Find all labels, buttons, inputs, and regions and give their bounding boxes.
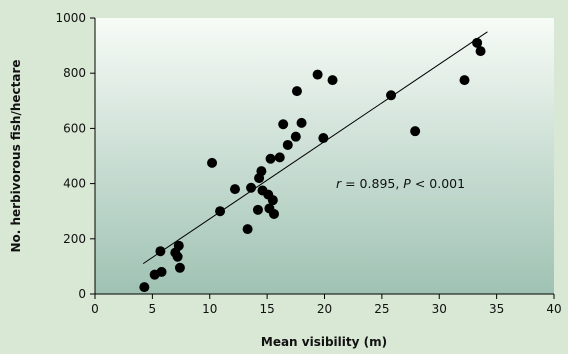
x-tick-label: 25 [374,302,389,316]
regression-line [142,31,488,265]
x-tick-label: 20 [317,302,332,316]
p-value: < 0.001 [411,176,465,191]
data-point [269,208,280,219]
data-point [290,131,301,142]
data-point [459,75,470,86]
data-point [242,224,253,235]
x-tick-label: 0 [91,302,99,316]
x-tick-label: 35 [489,302,504,316]
x-tick-label: 40 [546,302,561,316]
data-point [278,119,289,130]
r-value: = 0.895, [341,176,403,191]
x-tick-label: 5 [149,302,157,316]
data-point [256,166,267,177]
data-point [282,139,293,150]
y-axis-title: No. herbivorous fish/hectare [9,59,23,252]
data-point [318,133,329,144]
data-point [327,75,338,86]
data-point [296,117,307,128]
data-point [267,195,278,206]
p-symbol: P [403,176,411,191]
y-tick-label: 600 [63,121,86,135]
data-point [291,86,302,97]
data-point [274,152,285,163]
x-tick-label: 15 [259,302,274,316]
y-tick-label: 0 [78,287,86,301]
data-point [215,206,226,217]
r-symbol: r [336,176,342,191]
data-point [229,184,240,195]
data-point [386,90,397,101]
data-point [410,126,421,137]
x-tick-label: 10 [202,302,217,316]
y-tick-label: 400 [63,177,86,191]
data-point [173,240,184,251]
data-point [312,69,323,80]
y-tick-label: 1000 [55,11,86,25]
y-tick-label: 800 [63,66,86,80]
data-point [155,246,166,257]
data-point [246,182,257,193]
data-point [172,251,183,262]
plot-area [95,18,554,294]
y-tick-label: 200 [63,232,86,246]
correlation-annotation: r = 0.895, P < 0.001 [336,176,465,191]
data-point [139,282,150,293]
data-point [475,46,486,57]
data-point [207,157,218,168]
data-point [174,262,185,273]
x-tick-label: 30 [432,302,447,316]
data-point [252,204,263,215]
data-point [265,153,276,164]
data-point [156,266,167,277]
data-point [472,37,483,48]
x-axis-title: Mean visibility (m) [261,335,387,349]
